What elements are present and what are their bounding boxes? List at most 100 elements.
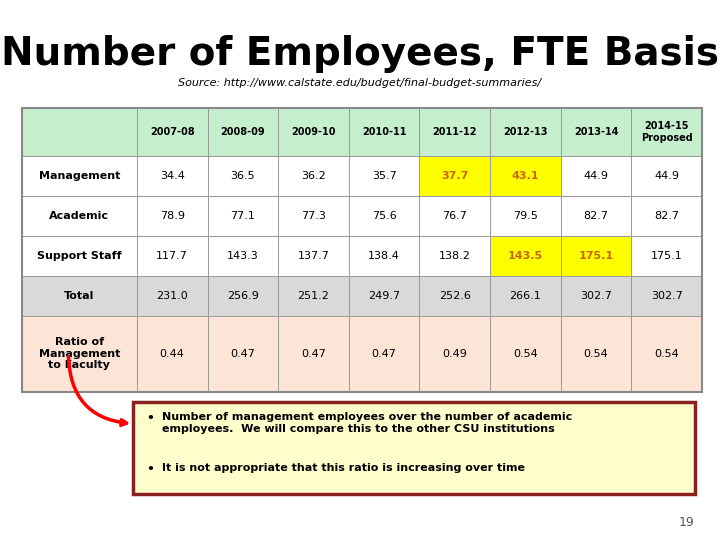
Text: 78.9: 78.9 [160,211,185,221]
Bar [22,196,137,236]
Bar [22,316,137,392]
Bar [631,316,702,392]
Text: 137.7: 137.7 [297,251,330,261]
Bar [348,316,420,392]
Text: 77.3: 77.3 [301,211,326,221]
Text: Total: Total [64,291,94,301]
Text: Support Staff: Support Staff [37,251,122,261]
Bar [207,156,278,196]
Text: 82.7: 82.7 [583,211,608,221]
Text: 79.5: 79.5 [513,211,538,221]
Bar [278,108,348,156]
Text: 231.0: 231.0 [156,291,188,301]
Bar [631,108,702,156]
Bar [278,316,348,392]
Text: Academic: Academic [49,211,109,221]
Bar [631,236,702,276]
Bar [278,236,348,276]
Text: Management: Management [39,171,120,181]
Bar [22,156,137,196]
Text: Ratio of
Management
to Faculty: Ratio of Management to Faculty [39,337,120,370]
Text: It is not appropriate that this ratio is increasing over time: It is not appropriate that this ratio is… [162,463,525,474]
Text: 2010-11: 2010-11 [362,127,406,137]
Bar [207,196,278,236]
Bar [22,108,702,391]
Text: 143.3: 143.3 [227,251,258,261]
Bar [490,108,561,156]
Text: Number of management employees over the number of academic
employees.  We will c: Number of management employees over the … [162,412,572,434]
Text: 76.7: 76.7 [442,211,467,221]
Bar [207,108,278,156]
Text: 34.4: 34.4 [160,171,184,181]
Text: 175.1: 175.1 [651,251,683,261]
Bar [348,108,420,156]
Text: 77.1: 77.1 [230,211,256,221]
Bar [420,196,490,236]
Bar [22,276,137,316]
Text: 0.54: 0.54 [654,348,679,359]
Bar [207,236,278,276]
Text: 37.7: 37.7 [441,171,469,181]
Text: 0.44: 0.44 [160,348,184,359]
Text: 175.1: 175.1 [578,251,613,261]
Bar [278,276,348,316]
Bar [137,196,207,236]
Bar [561,276,631,316]
Bar [137,316,207,392]
Text: 2011-12: 2011-12 [433,127,477,137]
Text: 2009-10: 2009-10 [291,127,336,137]
Bar [631,276,702,316]
Bar [207,316,278,392]
Text: 0.47: 0.47 [372,348,397,359]
Text: 2014-15
Proposed: 2014-15 Proposed [641,121,693,143]
Text: 2007-08: 2007-08 [150,127,194,137]
Text: 2008-09: 2008-09 [220,127,265,137]
Text: 35.7: 35.7 [372,171,397,181]
Text: 0.49: 0.49 [442,348,467,359]
Text: 36.5: 36.5 [230,171,255,181]
Text: 249.7: 249.7 [368,291,400,301]
Bar [348,276,420,316]
Bar [420,156,490,196]
Bar [22,236,137,276]
Text: 138.2: 138.2 [438,251,471,261]
Bar [278,196,348,236]
Text: 44.9: 44.9 [654,171,679,181]
Text: 0.54: 0.54 [584,348,608,359]
Bar [137,108,207,156]
Text: 252.6: 252.6 [438,291,471,301]
Bar [631,156,702,196]
Text: 256.9: 256.9 [227,291,258,301]
Bar [420,316,490,392]
Text: 138.4: 138.4 [368,251,400,261]
Bar [137,276,207,316]
Bar [561,316,631,392]
Text: 302.7: 302.7 [651,291,683,301]
Text: 0.47: 0.47 [230,348,256,359]
Bar [561,236,631,276]
Bar [490,316,561,392]
Bar [631,196,702,236]
Bar [420,108,490,156]
Bar [207,276,278,316]
Text: 302.7: 302.7 [580,291,612,301]
Bar [490,236,561,276]
Bar [348,196,420,236]
Bar [490,156,561,196]
Text: 43.1: 43.1 [512,171,539,181]
Bar [278,156,348,196]
Text: •: • [146,463,154,476]
Bar [137,236,207,276]
Text: 2013-14: 2013-14 [574,127,618,137]
Text: 44.9: 44.9 [583,171,608,181]
Bar [490,276,561,316]
Text: 117.7: 117.7 [156,251,188,261]
Bar [561,108,631,156]
Bar [490,196,561,236]
Bar [348,236,420,276]
Bar [420,236,490,276]
Bar [137,156,207,196]
Text: 0.54: 0.54 [513,348,538,359]
Text: 143.5: 143.5 [508,251,543,261]
Text: 82.7: 82.7 [654,211,679,221]
